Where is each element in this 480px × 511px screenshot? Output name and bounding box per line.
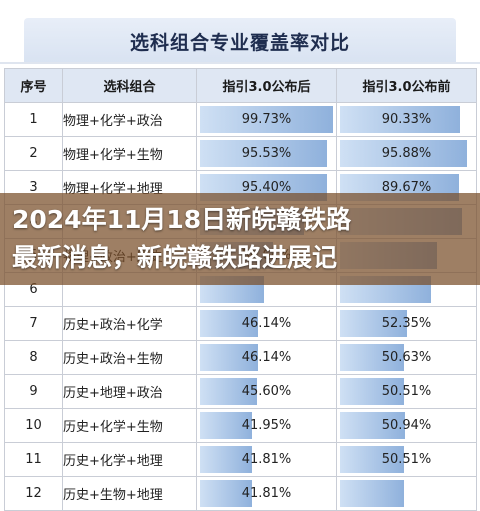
- subject-combination: 历史+政治+生物: [62, 340, 197, 375]
- coverage-before-value: 89.67%: [381, 180, 432, 195]
- coverage-after-value: 95.40%: [241, 180, 292, 195]
- table-row: 7 历史+政治+化学 46.14% 52.35%: [4, 306, 477, 341]
- coverage-before-value: 90.33%: [381, 112, 432, 127]
- coverage-after-value: 45.60%: [241, 384, 292, 399]
- header-after: 指引3.0公布后: [196, 68, 337, 103]
- subject-combination: 历史+化学+生物: [62, 408, 197, 443]
- coverage-after-value: 41.81%: [241, 486, 292, 501]
- row-index: 10: [4, 408, 63, 443]
- coverage-before-bar: [340, 344, 405, 371]
- subject-combination: 物理+化学+生物: [62, 136, 197, 171]
- table-body: 1 物理+化学+政治 99.73% 90.33% 2 物理+化学+生物 95.53% 95.8…: [4, 102, 477, 511]
- coverage-before-bar: [340, 106, 460, 133]
- page-title: 选科组合专业覆盖率对比: [129, 32, 350, 54]
- coverage-after-cell: 46.14%: [196, 340, 337, 375]
- coverage-after-value: 95.53%: [241, 146, 292, 161]
- subject-combination: 历史+生物+地理: [62, 476, 197, 511]
- coverage-after-value: 41.95%: [241, 418, 292, 433]
- coverage-before-value: 50.51%: [381, 452, 432, 467]
- coverage-before-value: 50.51%: [381, 384, 432, 399]
- coverage-after-value: 41.81%: [241, 452, 292, 467]
- coverage-before-value: 50.63%: [381, 350, 432, 365]
- coverage-after-cell: 41.81%: [196, 476, 337, 511]
- coverage-after-cell: 46.14%: [196, 306, 337, 341]
- coverage-after-bar: [200, 106, 333, 133]
- coverage-after-cell: 45.60%: [196, 374, 337, 409]
- subject-combination: 历史+化学+地理: [62, 442, 197, 477]
- title-background: [24, 18, 456, 62]
- table-row: 9 历史+地理+政治 45.60% 50.51%: [4, 374, 477, 409]
- table-row: 10 历史+化学+生物 41.95% 50.94%: [4, 408, 477, 443]
- headline-line-2: 最新消息，新皖赣铁路进展记: [12, 243, 338, 272]
- coverage-after-bar: [200, 378, 258, 405]
- header-index: 序号: [4, 68, 63, 103]
- coverage-before-cell: 95.88%: [336, 136, 477, 171]
- coverage-after-cell: 41.95%: [196, 408, 337, 443]
- table-row: 8 历史+政治+生物 46.14% 50.63%: [4, 340, 477, 375]
- subject-combination: 历史+地理+政治: [62, 374, 197, 409]
- row-index: 11: [4, 442, 63, 477]
- table-row: 11 历史+化学+地理 41.81% 50.51%: [4, 442, 477, 477]
- headline-text: 2024年11月18日新皖赣铁路 最新消息，新皖赣铁路进展记: [12, 201, 472, 277]
- coverage-after-bar: [200, 412, 253, 439]
- subject-combination: 历史+政治+化学: [62, 306, 197, 341]
- row-index: 1: [4, 102, 63, 137]
- header-combination: 选科组合: [62, 68, 197, 103]
- coverage-after-bar: [200, 344, 259, 371]
- coverage-table: 序号 选科组合 指引3.0公布后 指引3.0公布前 1 物理+化学+政治 99.73…: [4, 68, 477, 511]
- coverage-before-bar: [340, 378, 405, 405]
- coverage-after-cell: 99.73%: [196, 102, 337, 137]
- headline-line-1: 2024年11月18日新皖赣铁路: [12, 205, 352, 234]
- coverage-before-cell: 50.51%: [336, 374, 477, 409]
- row-index: 9: [4, 374, 63, 409]
- coverage-after-value: 99.73%: [241, 112, 292, 127]
- table-header-row: 序号 选科组合 指引3.0公布后 指引3.0公布前: [4, 68, 477, 103]
- table-row: 12 历史+生物+地理 41.81%: [4, 476, 477, 511]
- coverage-before-value: [337, 477, 476, 510]
- coverage-before-cell: 50.51%: [336, 442, 477, 477]
- coverage-before-value: 50.94%: [381, 418, 432, 433]
- row-index: 8: [4, 340, 63, 375]
- row-index: 7: [4, 306, 63, 341]
- coverage-before-bar: [340, 310, 407, 337]
- coverage-after-bar: [200, 140, 327, 167]
- table-row: 2 物理+化学+生物 95.53% 95.88%: [4, 136, 477, 171]
- coverage-before-bar: [340, 412, 405, 439]
- coverage-after-bar: [200, 446, 253, 473]
- coverage-before-cell: 50.63%: [336, 340, 477, 375]
- coverage-before-bar: [340, 140, 468, 167]
- coverage-before-cell: 90.33%: [336, 102, 477, 137]
- row-index: 12: [4, 476, 63, 511]
- row-index: 2: [4, 136, 63, 171]
- coverage-before-bar: [340, 446, 405, 473]
- coverage-after-cell: 95.53%: [196, 136, 337, 171]
- headline-overlay: 2024年11月18日新皖赣铁路 最新消息，新皖赣铁路进展记: [0, 193, 480, 285]
- header-before: 指引3.0公布前: [336, 68, 477, 103]
- coverage-before-value: 52.35%: [381, 316, 432, 331]
- table-row: 1 物理+化学+政治 99.73% 90.33%: [4, 102, 477, 137]
- coverage-before-cell: 52.35%: [336, 306, 477, 341]
- coverage-after-value: 46.14%: [241, 316, 292, 331]
- coverage-after-bar: [200, 310, 259, 337]
- coverage-before-value: 95.88%: [381, 146, 432, 161]
- coverage-before-cell: [336, 476, 477, 511]
- coverage-after-cell: 41.81%: [196, 442, 337, 477]
- coverage-before-cell: 50.94%: [336, 408, 477, 443]
- title-bar: 选科组合专业覆盖率对比: [0, 0, 480, 64]
- coverage-after-value: 46.14%: [241, 350, 292, 365]
- subject-combination: 物理+化学+政治: [62, 102, 197, 137]
